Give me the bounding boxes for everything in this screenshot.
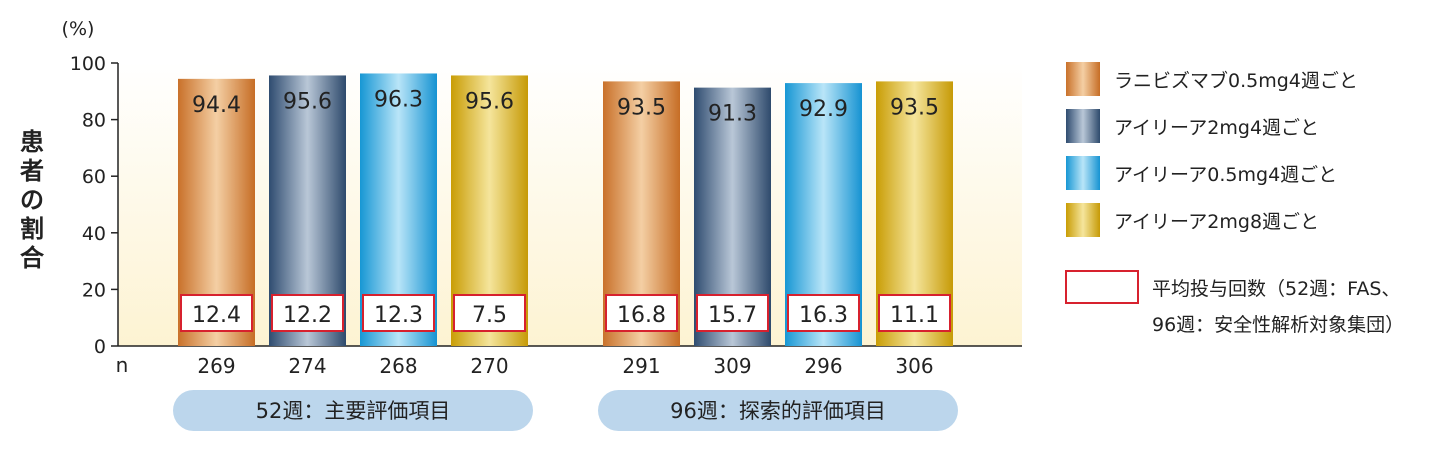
- y-tick-label: 0: [94, 336, 106, 358]
- n-value: 268: [379, 354, 417, 378]
- injection-count-box: [605, 294, 678, 332]
- y-tick-label: 80: [82, 110, 106, 132]
- legend-label: アイリーア2mg4週ごと: [1114, 117, 1319, 139]
- group-label-pill: [173, 390, 533, 431]
- plot-background: [118, 63, 1022, 346]
- group-label-pill: [598, 390, 958, 431]
- legend-label: ラニビズマブ0.5mg4週ごと: [1114, 69, 1358, 92]
- bar-value-label: 91.3: [708, 102, 757, 127]
- n-value: 306: [895, 354, 933, 378]
- y-tick-label: 40: [82, 223, 106, 245]
- injection-count-box: [271, 294, 344, 332]
- n-value: 274: [288, 354, 326, 378]
- injection-count-value: 12.4: [192, 303, 241, 328]
- y-tick-label: 20: [82, 279, 106, 301]
- legend-swatch: [1066, 62, 1100, 96]
- bar-value-label: 93.5: [617, 95, 666, 120]
- legend-swatch: [1066, 109, 1100, 143]
- bar-value-label: 96.3: [374, 87, 423, 112]
- legend-swatch: [1066, 156, 1100, 190]
- legend-label: アイリーア2mg8週ごと: [1114, 211, 1319, 233]
- injection-count-box: [878, 294, 951, 332]
- legend-label: アイリーア0.5mg4週ごと: [1114, 164, 1337, 186]
- injection-count-box: [787, 294, 860, 332]
- n-value: 309: [713, 354, 751, 378]
- y-unit-label: (%): [62, 18, 95, 40]
- group-label: 96週：探索的評価項目: [670, 399, 886, 423]
- bar-value-label: 95.6: [465, 89, 514, 114]
- bar-value-label: 94.4: [192, 93, 241, 118]
- injection-count-box: [180, 294, 253, 332]
- y-tick-label: 60: [82, 166, 106, 188]
- injection-count-value: 11.1: [890, 303, 939, 328]
- injection-count-value: 12.2: [283, 303, 332, 328]
- legend-box-swatch: [1065, 270, 1139, 304]
- n-value: 269: [197, 354, 235, 378]
- injection-count-value: 16.3: [799, 303, 848, 328]
- y-tick-label: 100: [70, 53, 106, 75]
- n-value: 296: [804, 354, 842, 378]
- legend-box-line2: 96週：安全性解析対象集団）: [1152, 314, 1404, 336]
- injection-count-value: 7.5: [472, 303, 507, 328]
- bar-value-label: 92.9: [799, 97, 848, 122]
- injection-count-box: [696, 294, 769, 332]
- group-label: 52週：主要評価項目: [256, 399, 451, 423]
- n-value: 270: [470, 354, 508, 378]
- injection-count-box: [362, 294, 435, 332]
- legend-box-line1: 平均投与回数（52週：FAS、: [1152, 278, 1400, 300]
- bar-value-label: 95.6: [283, 89, 332, 114]
- injection-count-box: [453, 294, 526, 332]
- injection-count-value: 16.8: [617, 303, 666, 328]
- bar-value-label: 93.5: [890, 95, 939, 120]
- n-value: 291: [622, 354, 660, 378]
- legend-swatch: [1066, 203, 1100, 237]
- injection-count-value: 12.3: [374, 303, 423, 328]
- n-label: n: [116, 353, 129, 377]
- y-axis-label: 患者の割合: [20, 128, 45, 272]
- injection-count-value: 15.7: [708, 303, 757, 328]
